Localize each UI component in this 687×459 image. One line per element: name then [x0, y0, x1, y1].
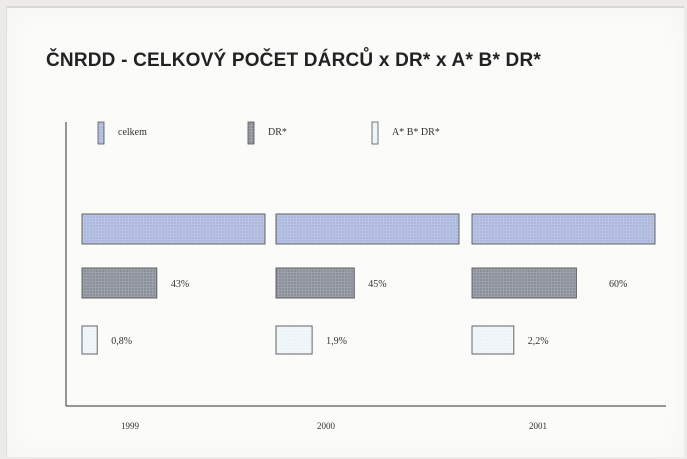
- legend-label-1: celkem: [118, 127, 147, 138]
- x-tick-2000: 2000: [317, 421, 336, 431]
- bar-a-b-dr--2001: [471, 325, 515, 355]
- legend-swatch-2: [247, 121, 255, 145]
- x-tick-1999: 1999: [121, 421, 140, 431]
- legend-label-2: DR*: [268, 127, 287, 138]
- chart-title: ČNRDD - CELKOVÝ POČET DÁRCŮ x DR* x A* B…: [46, 50, 541, 71]
- data-label-2-2: 2,2%: [528, 336, 549, 347]
- legend-swatch-1: [97, 121, 105, 145]
- x-tick-2001: 2001: [529, 421, 547, 431]
- data-label-2-1: 1,9%: [326, 336, 347, 347]
- legend: celkem DR* A* B* DR*: [97, 121, 440, 145]
- axes: [65, 122, 666, 407]
- bar-dr--2000: [275, 267, 355, 299]
- data-label-2-0: 0,8%: [111, 336, 132, 347]
- bars: 43% 0,8% 45% 1,9% 60% 2,2%: [81, 213, 656, 355]
- bar-a-b-dr--2000: [275, 325, 313, 355]
- legend-label-3: A* B* DR*: [392, 127, 440, 138]
- legend-swatch-3: [371, 121, 379, 145]
- data-label-1-1: 45%: [368, 279, 386, 290]
- data-label-1-0: 43%: [171, 279, 189, 290]
- bar-dr--2001: [471, 267, 577, 299]
- x-tick-labels: 1999 2000 2001: [121, 421, 547, 431]
- bar-dr--1999: [81, 267, 158, 299]
- bar-celkem-2000: [275, 213, 460, 245]
- bar-celkem-2001: [471, 213, 656, 245]
- bar-a-b-dr--1999: [81, 325, 98, 355]
- bar-celkem-1999: [81, 213, 266, 245]
- data-label-1-2: 60%: [609, 279, 627, 290]
